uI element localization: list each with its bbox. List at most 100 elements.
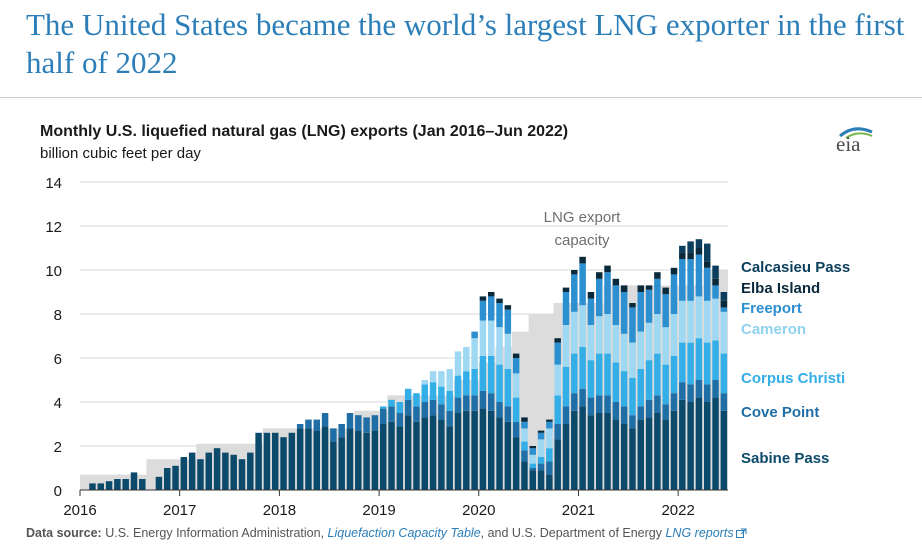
bar-cameron	[620, 333, 628, 372]
x-tick-label: 2020	[462, 502, 495, 519]
bar-corpus-christi	[487, 355, 495, 394]
bar-sabine-pass	[97, 483, 105, 490]
bar-sabine-pass	[122, 479, 129, 490]
bar-sabine-pass	[537, 470, 545, 490]
bar-cove-point	[421, 402, 429, 418]
bar-elba-island	[554, 338, 561, 343]
bar-sabine-pass	[487, 410, 495, 490]
bar-cameron	[587, 325, 595, 361]
bar-cove-point	[654, 395, 661, 413]
bar-sabine-pass	[130, 472, 138, 490]
bar-sabine-pass	[479, 408, 487, 490]
bar-freeport	[521, 421, 528, 429]
bar-cove-point	[703, 384, 711, 402]
bar-elba-island	[479, 296, 487, 301]
link-liquefaction-capacity-table[interactable]: Liquefaction Capacity Table	[327, 526, 481, 540]
bar-elba-island	[504, 305, 512, 310]
bar-sabine-pass	[288, 432, 296, 490]
bar-corpus-christi	[438, 386, 445, 405]
bar-cameron	[521, 428, 528, 442]
y-tick-label: 14	[45, 175, 62, 192]
bar-corpus-christi	[396, 402, 404, 413]
bar-corpus-christi	[537, 457, 545, 464]
bar-cove-point	[330, 428, 337, 442]
bar-sabine-pass	[396, 426, 404, 490]
bar-sabine-pass	[180, 457, 188, 490]
bar-elba-island	[529, 446, 537, 449]
bar-cameron	[463, 347, 470, 372]
bar-cameron	[595, 316, 603, 354]
bar-sabine-pass	[662, 419, 669, 490]
bar-elba-island	[687, 252, 694, 259]
bar-freeport	[562, 292, 570, 325]
bar-cove-point	[479, 391, 487, 409]
bar-cameron	[579, 305, 586, 347]
bar-elba-island	[637, 285, 645, 292]
bar-calcasieu-pass	[687, 241, 694, 253]
bar-sabine-pass	[546, 474, 553, 490]
bar-sabine-pass	[271, 432, 279, 490]
bar-elba-island	[537, 430, 545, 433]
bar-cove-point	[305, 419, 312, 429]
bar-cameron	[421, 380, 429, 385]
bar-cove-point	[554, 424, 561, 440]
bar-sabine-pass	[404, 415, 412, 490]
bar-sabine-pass	[388, 421, 395, 490]
bar-corpus-christi	[496, 364, 503, 402]
bar-cove-point	[429, 399, 437, 416]
bar-freeport	[546, 421, 553, 429]
bar-sabine-pass	[338, 437, 345, 490]
bar-cove-point	[720, 393, 728, 411]
bar-sabine-pass	[454, 413, 462, 490]
bar-freeport	[512, 358, 520, 374]
bar-cove-point	[587, 397, 595, 416]
bar-corpus-christi	[687, 342, 694, 385]
bar-cove-point	[695, 380, 703, 398]
bar-sabine-pass	[155, 476, 163, 490]
bar-elba-island	[712, 278, 719, 286]
bar-corpus-christi	[479, 355, 487, 391]
bar-sabine-pass	[554, 439, 561, 490]
link-lng-reports[interactable]: LNG reports	[665, 526, 734, 540]
bar-sabine-pass	[321, 426, 329, 490]
bar-cove-point	[579, 388, 586, 407]
bar-corpus-christi	[579, 347, 586, 389]
legend-cameron: Cameron	[741, 321, 806, 338]
bar-sabine-pass	[139, 479, 146, 490]
x-tick-label: 2021	[562, 502, 595, 519]
bar-cameron	[529, 454, 537, 464]
divider	[0, 97, 922, 98]
bar-cove-point	[371, 415, 379, 431]
bar-elba-island	[512, 353, 520, 358]
y-tick-label: 4	[54, 395, 62, 412]
bar-sabine-pass	[620, 424, 628, 490]
bar-cove-point	[355, 415, 362, 431]
bar-calcasieu-pass	[679, 245, 686, 253]
eia-logo-text: eia	[836, 132, 861, 156]
bar-cove-point	[612, 402, 620, 420]
bar-sabine-pass	[438, 419, 445, 490]
bar-sabine-pass	[645, 417, 653, 490]
bar-corpus-christi	[662, 364, 669, 405]
bar-elba-island	[654, 272, 661, 279]
bar-cove-point	[645, 399, 653, 418]
bar-cove-point	[679, 382, 686, 400]
bar-sabine-pass	[504, 421, 512, 490]
bar-sabine-pass	[346, 428, 354, 490]
bar-calcasieu-pass	[703, 243, 711, 262]
source-text-1: U.S. Energy Information Administration,	[101, 526, 328, 540]
bar-cameron	[637, 331, 645, 369]
bar-elba-island	[645, 285, 653, 290]
bar-corpus-christi	[571, 353, 578, 394]
legend-freeport: Freeport	[741, 300, 802, 317]
bar-corpus-christi	[471, 369, 478, 396]
bar-corpus-christi	[670, 355, 678, 394]
bar-freeport	[504, 309, 512, 334]
bar-freeport	[612, 285, 620, 325]
bar-cameron	[720, 311, 728, 354]
bar-corpus-christi	[620, 371, 628, 407]
external-link-icon[interactable]	[735, 528, 747, 538]
y-tick-label: 0	[54, 483, 62, 500]
bar-freeport	[720, 307, 728, 312]
bar-cameron	[512, 373, 520, 398]
